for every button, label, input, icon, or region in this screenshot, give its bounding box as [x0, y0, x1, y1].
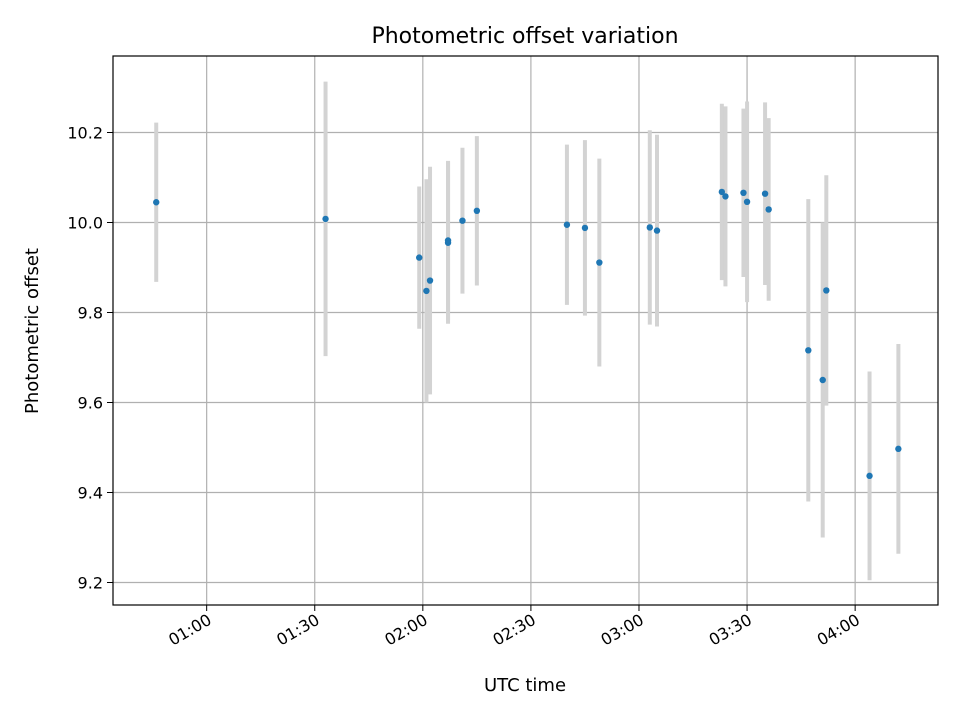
- data-point: [581, 224, 589, 232]
- data-point: [866, 472, 873, 480]
- data-point: [322, 215, 329, 223]
- y-axis-label: Photometric offset: [22, 248, 43, 414]
- data-point: [473, 207, 481, 214]
- data-point: [805, 347, 812, 354]
- data-point: [416, 254, 423, 261]
- data-point: [743, 198, 751, 205]
- data-point: [765, 206, 772, 213]
- y-tick-label: 9.2: [78, 574, 103, 593]
- y-tick-label: 10.0: [67, 214, 103, 233]
- data-point: [426, 277, 434, 284]
- data-point: [740, 189, 747, 196]
- data-point: [596, 259, 603, 266]
- x-axis-label: UTC time: [484, 675, 566, 696]
- data-point: [718, 188, 726, 196]
- y-tick-label: 9.8: [78, 304, 103, 323]
- plot-frame: [112, 55, 939, 606]
- data-point: [423, 287, 430, 295]
- data-point: [653, 227, 661, 234]
- data-point: [646, 224, 653, 231]
- chart-title: Photometric offset variation: [371, 24, 678, 49]
- data-point: [819, 376, 826, 384]
- data-point: [823, 287, 830, 294]
- y-tick-label: 9.4: [78, 484, 103, 503]
- data-point: [563, 221, 571, 228]
- data-point: [761, 190, 769, 197]
- data-point: [722, 193, 729, 200]
- data-point: [459, 217, 466, 224]
- y-tick-label: 9.6: [78, 394, 103, 413]
- data-point: [153, 199, 160, 206]
- data-point: [444, 237, 452, 244]
- data-point: [895, 445, 902, 453]
- point-layer: [153, 188, 902, 480]
- y-tick-label: 10.2: [67, 124, 103, 143]
